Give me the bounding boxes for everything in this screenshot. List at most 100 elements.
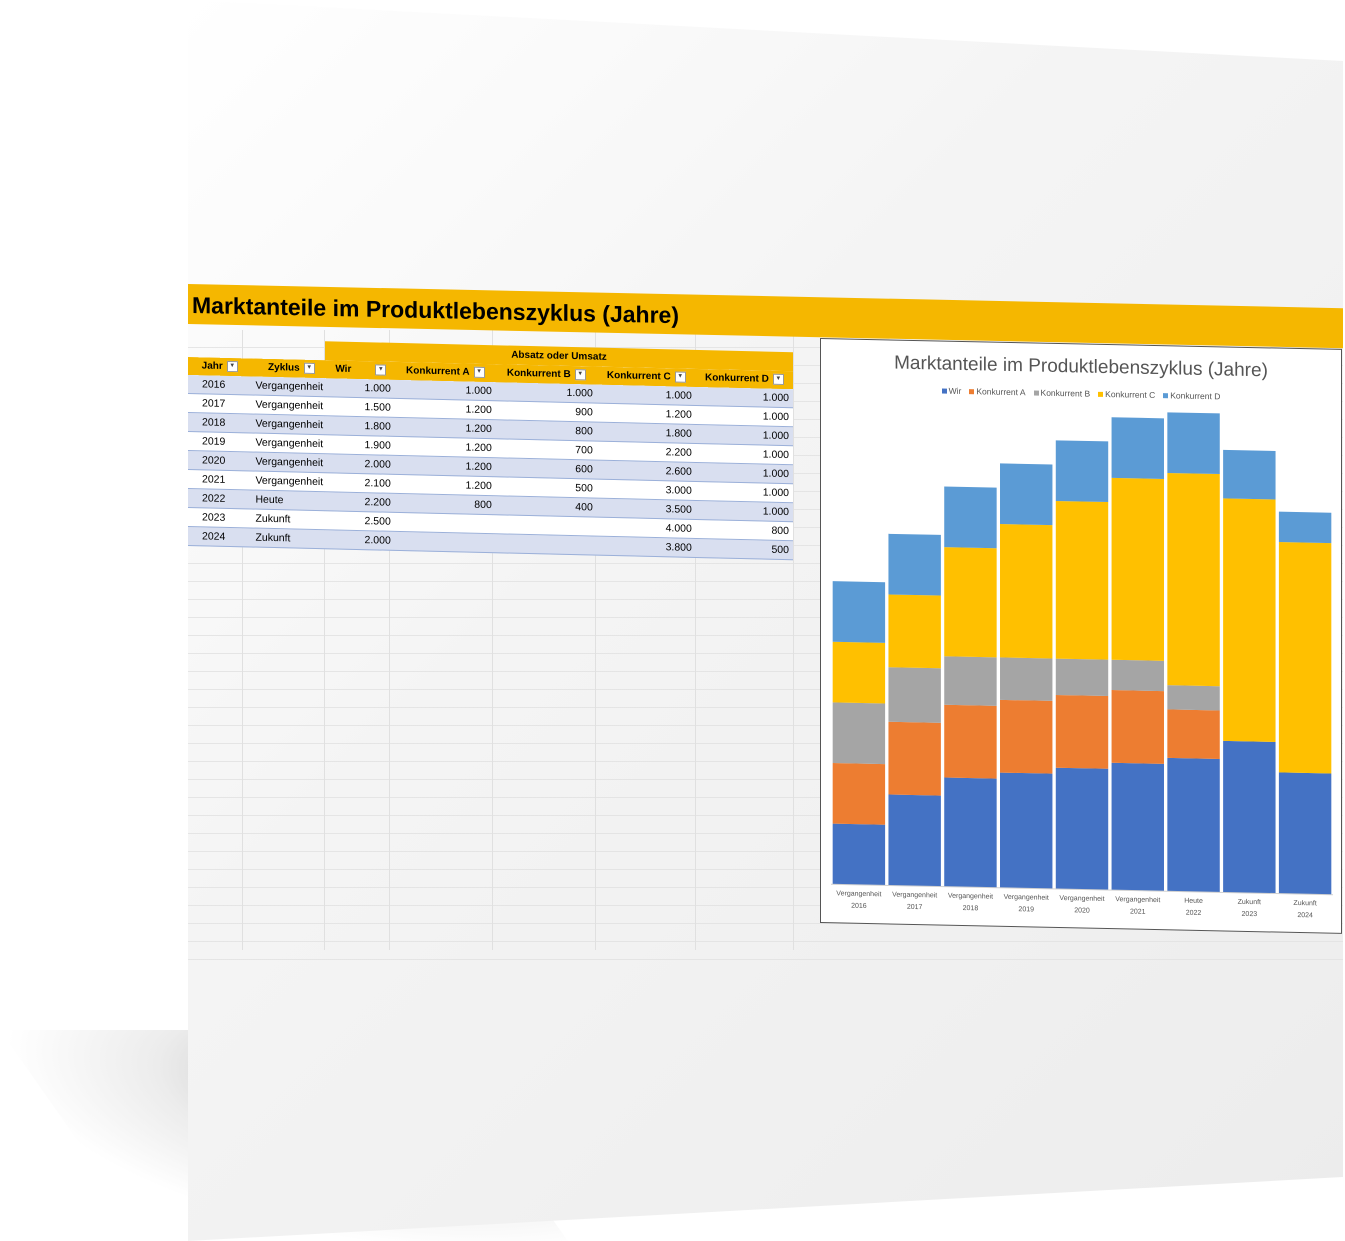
column-header-zyklus[interactable]: Zyklus ▼ — [251, 358, 332, 379]
bar-segment[interactable] — [888, 794, 941, 887]
bar-segment[interactable] — [944, 656, 997, 706]
bar-segment[interactable] — [888, 533, 941, 596]
table-cell[interactable]: 2.200 — [331, 491, 395, 513]
table-cell[interactable]: Vergangenheit — [251, 413, 332, 435]
bar-segment[interactable] — [1111, 690, 1164, 764]
table-cell[interactable]: 2.000 — [331, 453, 395, 475]
table-cell[interactable]: 1.200 — [394, 398, 496, 420]
table-cell[interactable]: 1.000 — [495, 382, 597, 404]
table-cell[interactable]: 1.200 — [394, 417, 496, 439]
table-cell[interactable]: 1.500 — [331, 396, 395, 418]
table-cell[interactable]: 2024 — [188, 526, 252, 547]
bar-segment[interactable] — [1167, 412, 1220, 475]
table-cell[interactable]: 800 — [695, 519, 793, 541]
column-header-konkurrent-b[interactable]: Konkurrent B ▼ — [495, 364, 597, 385]
table-cell[interactable]: Zukunft — [251, 508, 332, 530]
table-cell[interactable]: 4.000 — [596, 517, 696, 539]
bar-segment[interactable] — [1111, 417, 1164, 479]
bar-segment[interactable] — [1055, 767, 1109, 891]
bar-segment[interactable] — [832, 823, 886, 886]
table-cell[interactable] — [394, 512, 496, 534]
bar-segment[interactable] — [1167, 757, 1220, 893]
table-cell[interactable]: 1.000 — [695, 386, 793, 408]
bar-segment[interactable] — [1055, 694, 1109, 769]
bar-segment[interactable] — [1000, 657, 1053, 701]
bar-segment[interactable] — [832, 763, 886, 825]
bar-segment[interactable] — [1111, 477, 1164, 661]
bar-segment[interactable] — [1278, 541, 1332, 774]
table-cell[interactable]: 2018 — [188, 412, 252, 433]
bar-segment[interactable] — [1223, 498, 1276, 742]
table-cell[interactable]: 800 — [394, 493, 496, 515]
table-cell[interactable]: 1.200 — [394, 455, 496, 477]
bar-segment[interactable] — [1000, 463, 1053, 526]
table-cell[interactable]: Zukunft — [251, 527, 332, 549]
bar-segment[interactable] — [888, 721, 941, 796]
table-cell[interactable]: Vergangenheit — [251, 394, 332, 416]
table-cell[interactable] — [495, 514, 597, 537]
column-header-wir[interactable]: Wir ▼ — [331, 360, 395, 380]
table-cell[interactable]: 3.800 — [596, 536, 696, 558]
bar-segment[interactable] — [832, 702, 886, 765]
table-cell[interactable]: 2.600 — [596, 460, 696, 482]
table-cell[interactable]: 2.200 — [596, 441, 696, 463]
filter-dropdown-icon[interactable]: ▼ — [375, 364, 387, 377]
bar-segment[interactable] — [1167, 709, 1220, 759]
bar-segment[interactable] — [1278, 511, 1332, 544]
table-cell[interactable]: Vergangenheit — [251, 376, 332, 397]
table-cell[interactable]: 1.200 — [596, 403, 696, 425]
bar-segment[interactable] — [1055, 440, 1109, 503]
table-cell[interactable]: Heute — [251, 489, 332, 511]
column-header-konkurrent-a[interactable]: Konkurrent A ▼ — [394, 361, 496, 383]
table-cell[interactable]: 700 — [495, 438, 597, 461]
filter-dropdown-icon[interactable]: ▼ — [303, 363, 315, 375]
table-cell[interactable]: 1.000 — [695, 481, 793, 503]
table-cell[interactable]: 800 — [495, 419, 597, 442]
table-cell[interactable]: 900 — [495, 400, 597, 423]
table-cell[interactable]: 1.000 — [695, 405, 793, 427]
filter-dropdown-icon[interactable]: ▼ — [574, 369, 586, 381]
table-cell[interactable]: 2016 — [188, 375, 252, 395]
bar-segment[interactable] — [832, 581, 886, 643]
table-cell[interactable]: 2020 — [188, 450, 252, 471]
table-cell[interactable]: 500 — [495, 476, 597, 499]
table-cell[interactable]: 1.800 — [331, 415, 395, 437]
table-cell[interactable]: 1.000 — [596, 384, 696, 406]
filter-dropdown-icon[interactable]: ▼ — [674, 371, 686, 384]
table-cell[interactable]: Vergangenheit — [251, 451, 332, 473]
table-cell[interactable]: 2019 — [188, 431, 252, 452]
bar-segment[interactable] — [1055, 658, 1109, 697]
bar-segment[interactable] — [1167, 685, 1220, 711]
column-header-konkurrent-c[interactable]: Konkurrent C ▼ — [596, 366, 696, 387]
table-cell[interactable]: 600 — [495, 457, 597, 480]
table-cell[interactable]: 1.000 — [695, 462, 793, 484]
table-cell[interactable]: 1.000 — [695, 443, 793, 465]
bar-segment[interactable] — [944, 777, 997, 888]
bar-segment[interactable] — [1111, 762, 1164, 892]
table-cell[interactable]: 1.900 — [331, 434, 395, 456]
bar-segment[interactable] — [944, 486, 997, 549]
bar-segment[interactable] — [1000, 524, 1053, 659]
bar-segment[interactable] — [1000, 772, 1053, 889]
table-cell[interactable]: 1.000 — [394, 379, 496, 401]
bar-segment[interactable] — [944, 547, 997, 658]
table-cell[interactable]: 400 — [495, 495, 597, 518]
table-cell[interactable]: 2017 — [188, 393, 252, 414]
bar-segment[interactable] — [1167, 472, 1220, 687]
table-cell[interactable]: 3.500 — [596, 498, 696, 520]
table-cell[interactable]: 1.000 — [331, 378, 395, 399]
table-cell[interactable] — [495, 533, 597, 556]
bar-segment[interactable] — [1223, 449, 1276, 500]
bar-segment[interactable] — [1111, 659, 1164, 692]
table-cell[interactable]: 1.800 — [596, 422, 696, 444]
table-cell[interactable]: 2023 — [188, 507, 252, 528]
bar-segment[interactable] — [1223, 740, 1276, 894]
table-cell[interactable]: 2.000 — [331, 529, 395, 551]
bar-segment[interactable] — [1278, 772, 1332, 895]
bar-segment[interactable] — [888, 667, 941, 723]
table-cell[interactable] — [394, 531, 496, 553]
table-cell[interactable]: 3.000 — [596, 479, 696, 501]
table-cell[interactable]: 1.000 — [695, 500, 793, 522]
bar-segment[interactable] — [832, 641, 886, 704]
table-cell[interactable]: Vergangenheit — [251, 470, 332, 492]
